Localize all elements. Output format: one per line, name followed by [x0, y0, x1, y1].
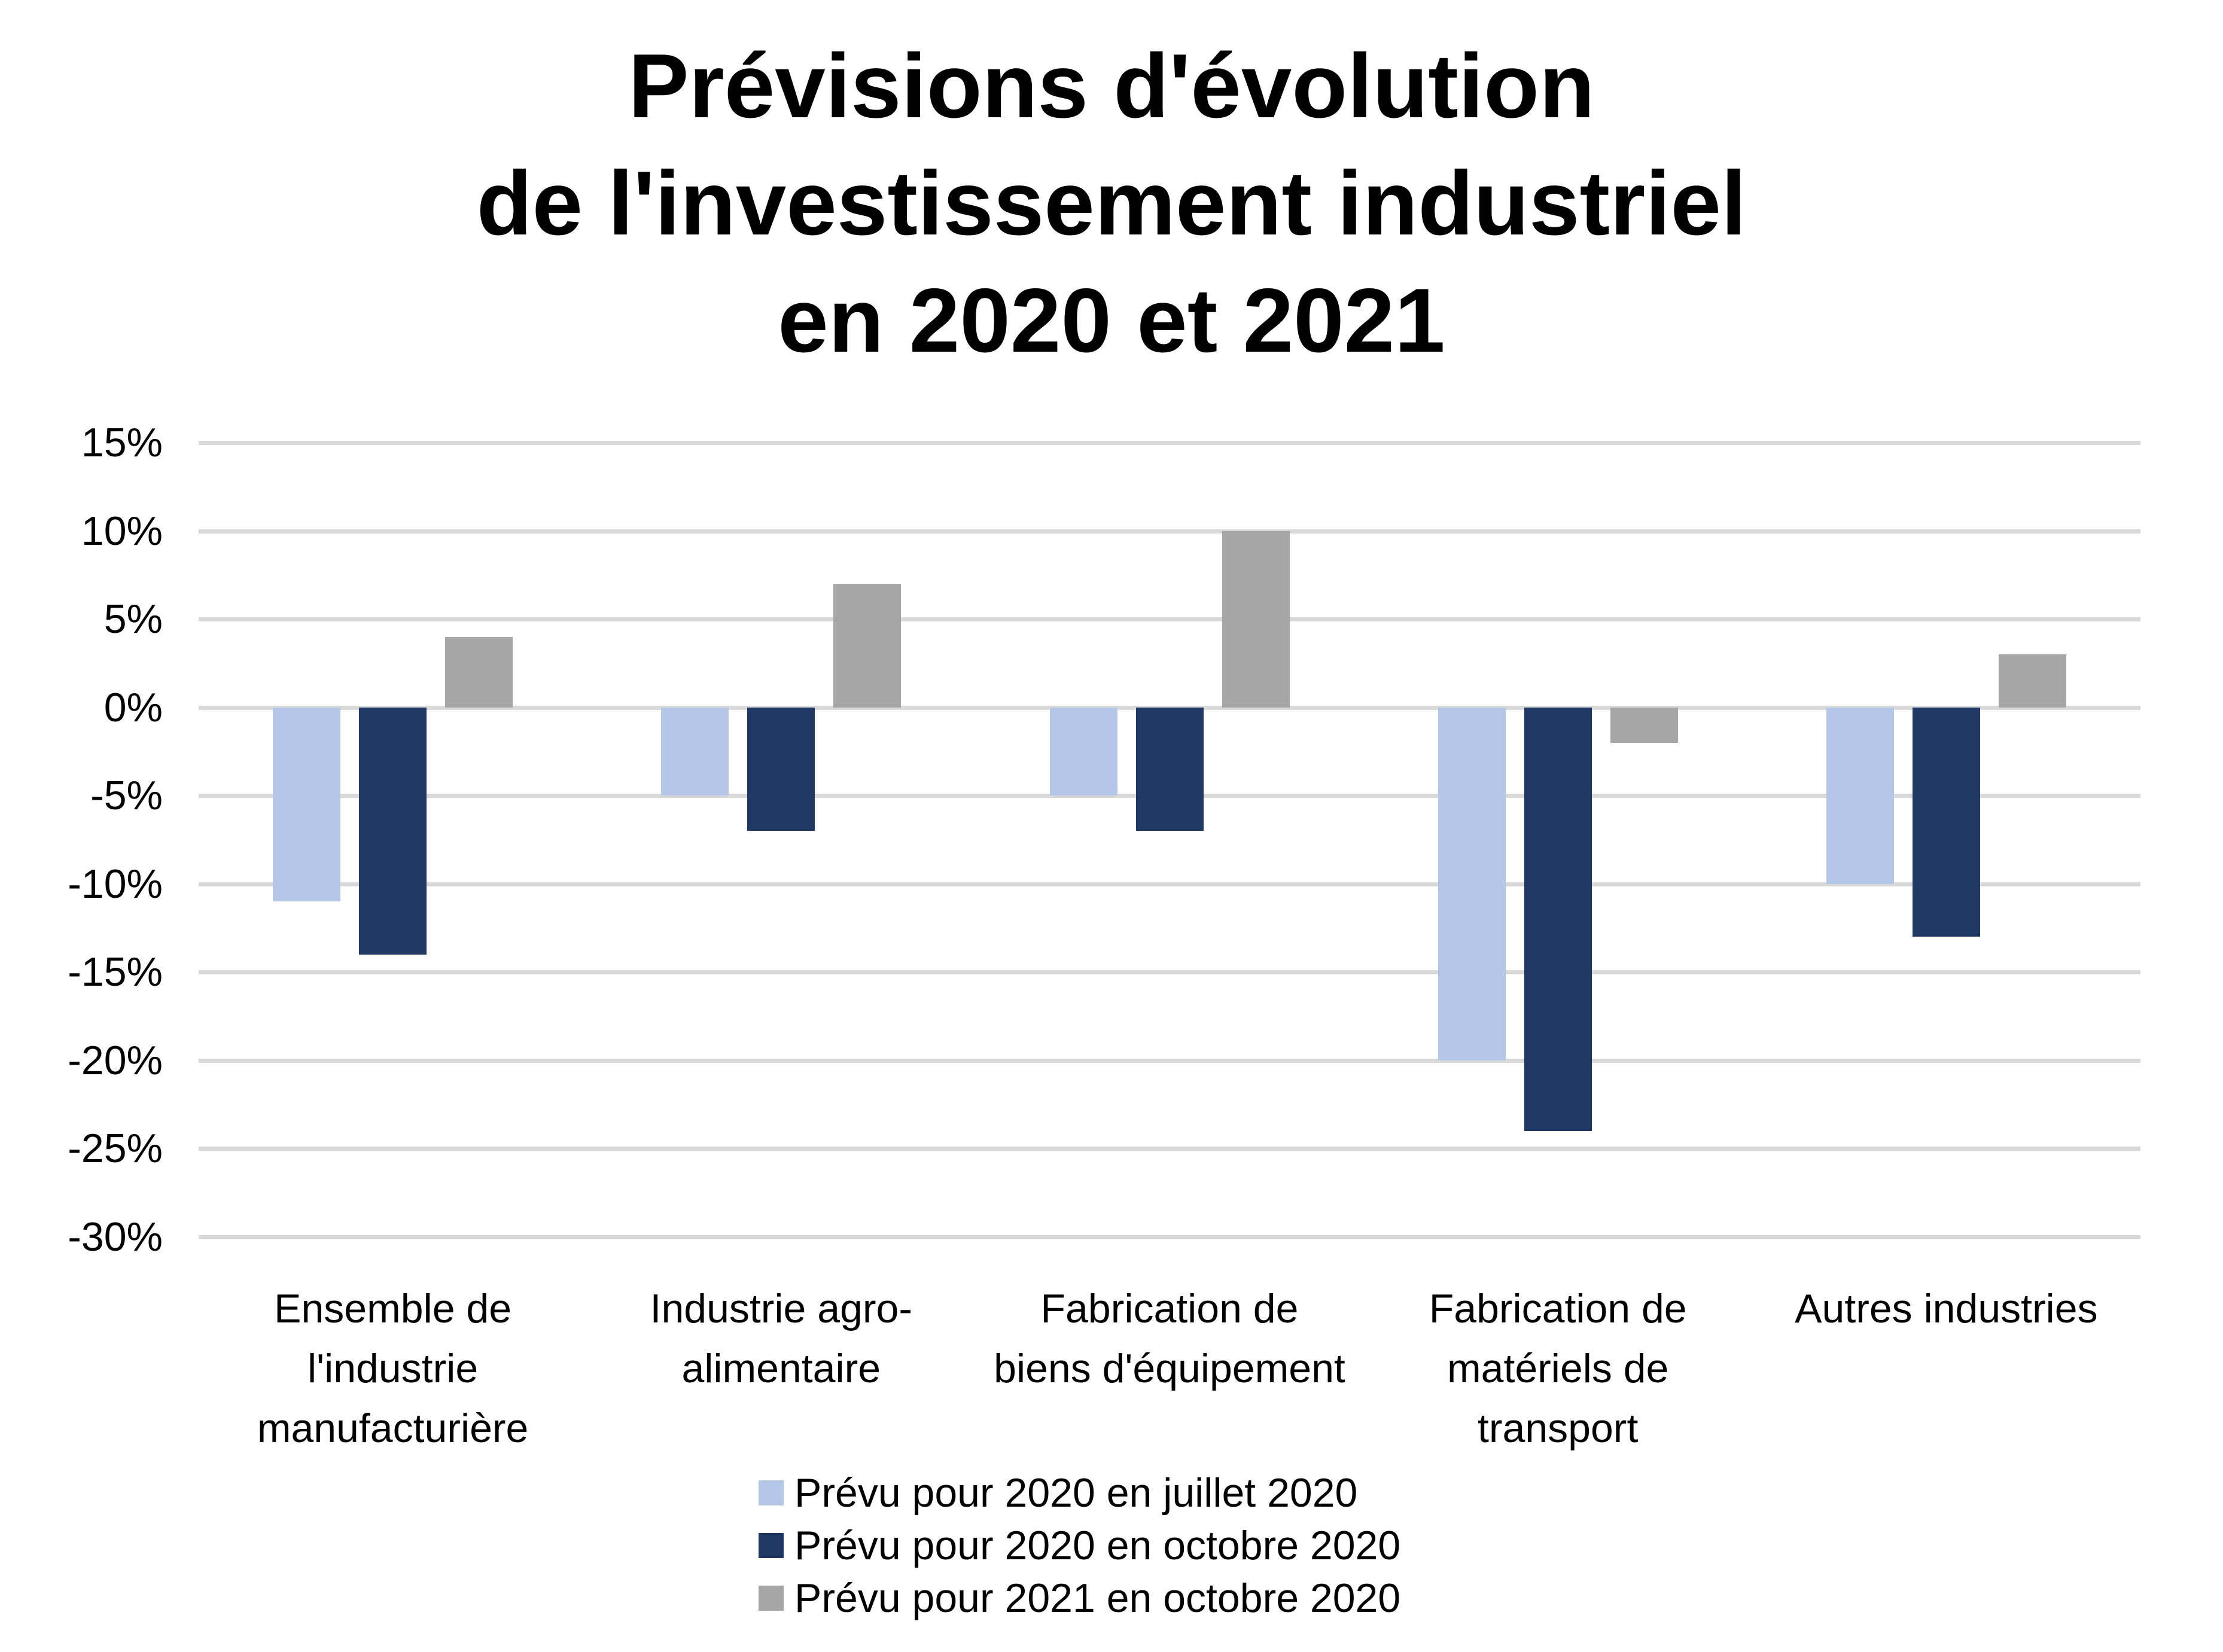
bar [445, 636, 513, 708]
y-axis-tick-label: -15% [68, 949, 163, 995]
bar [1998, 654, 2066, 708]
gridline [199, 1058, 2140, 1063]
category-label: Autres industries [1795, 1286, 2098, 1331]
bar [1049, 707, 1117, 796]
gridline [199, 441, 2140, 445]
bar [661, 707, 729, 796]
bar [833, 584, 902, 708]
category-label: Industrie agro- alimentaire [650, 1286, 912, 1391]
legend-label: Prévu pour 2021 en octobre 2020 [794, 1575, 1401, 1621]
bar [1135, 707, 1204, 831]
y-axis-tick-label: 5% [103, 596, 163, 642]
bar [1222, 531, 1290, 708]
y-axis-tick-label: 10% [81, 508, 163, 554]
legend-swatch [759, 1586, 784, 1611]
legend-swatch [759, 1533, 784, 1558]
gridline [199, 970, 2140, 975]
y-axis-tick-label: 15% [81, 420, 163, 465]
legend: Prévu pour 2020 en juillet 2020 Prévu pou… [759, 1467, 1400, 1624]
bar [1610, 707, 1678, 743]
bar [747, 707, 815, 831]
y-axis-tick-label: -5% [90, 773, 163, 819]
category-label: Fabrication de matériels de transport [1429, 1286, 1687, 1451]
legend-item: Prévu pour 2021 en octobre 2020 [759, 1572, 1400, 1624]
bar [1438, 707, 1506, 1060]
gridline [199, 882, 2140, 886]
legend-swatch [759, 1480, 784, 1505]
bar [359, 707, 427, 955]
bar [1524, 707, 1592, 1131]
chart-title: Prévisions d'évolution de l'investisseme… [476, 35, 1747, 371]
legend-item: Prévu pour 2020 en juillet 2020 [759, 1467, 1400, 1519]
legend-label: Prévu pour 2020 en octobre 2020 [794, 1523, 1401, 1568]
gridline [199, 1235, 2140, 1239]
y-axis-tick-label: 0% [103, 684, 163, 730]
y-axis-tick-label: -20% [68, 1037, 163, 1083]
legend-label: Prévu pour 2020 en juillet 2020 [794, 1470, 1358, 1516]
category-label: Ensemble de l'industrie manufacturière [257, 1286, 529, 1451]
bar [1826, 707, 1894, 884]
bar [1912, 707, 1980, 937]
legend-item: Prévu pour 2020 en octobre 2020 [759, 1519, 1400, 1572]
gridline [199, 529, 2140, 534]
category-label: Fabrication de biens d'équipement [994, 1286, 1345, 1391]
y-axis-tick-label: -25% [68, 1126, 163, 1172]
gridline [199, 1147, 2140, 1151]
gridline [199, 617, 2140, 622]
y-axis-tick-label: -10% [68, 861, 163, 907]
bar [273, 707, 341, 902]
y-axis-tick-label: -30% [68, 1214, 163, 1260]
